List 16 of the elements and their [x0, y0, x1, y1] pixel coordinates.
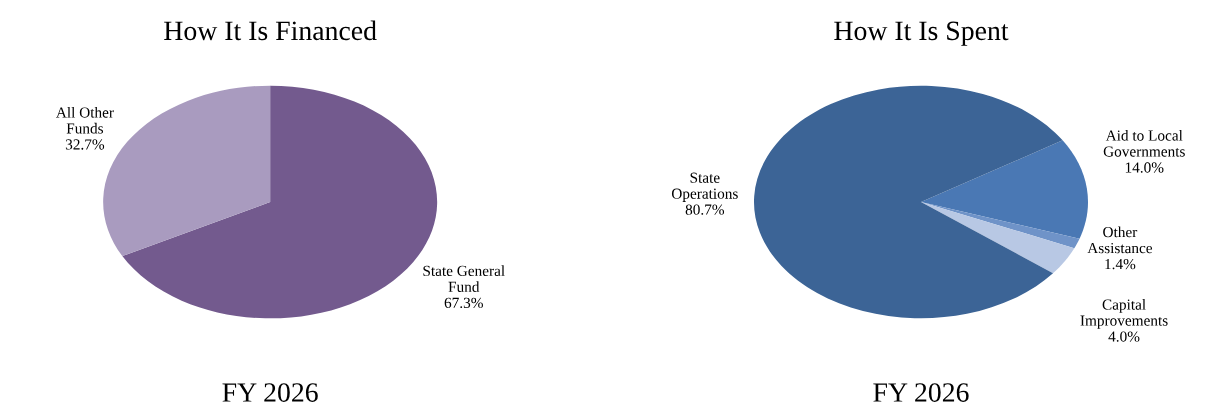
slice-label: State Operations — [671, 172, 738, 202]
slice-label: Other Assistance — [1087, 226, 1153, 254]
data-label: 32.7% — [65, 139, 105, 150]
slice-label: State General Fund — [423, 265, 505, 292]
slice-label: Aid to Local Governments — [1103, 129, 1185, 157]
slice-label: All Other Funds — [55, 106, 114, 134]
data-label: 67.3% — [444, 297, 483, 309]
chart-title: How It Is Financed — [164, 20, 377, 41]
data-label: 4.0% — [1108, 331, 1140, 342]
data-label: 80.7% — [685, 204, 725, 215]
text: FY 2026 — [873, 383, 969, 402]
text: FY 2026 — [222, 383, 318, 402]
data-label: 1.4% — [1105, 258, 1136, 270]
chart-title: How It Is Spent — [834, 21, 1009, 46]
data-label: 14.0% — [1125, 162, 1164, 173]
slice-label: Capital Improvements — [1080, 298, 1168, 329]
